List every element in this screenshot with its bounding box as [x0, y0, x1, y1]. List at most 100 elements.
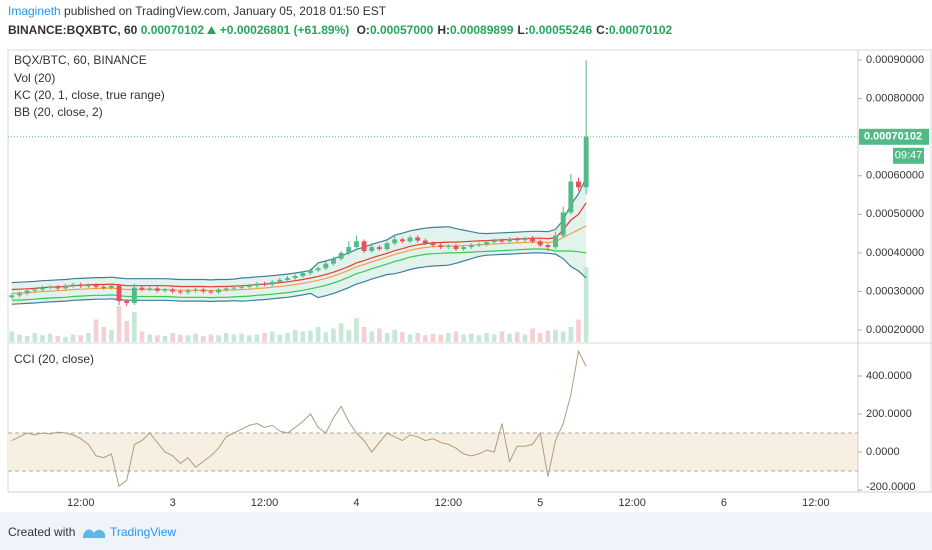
candle-body: [522, 238, 528, 241]
y-tick-label: 400.0000: [866, 370, 912, 382]
candle-body: [231, 287, 237, 289]
candle-body: [269, 281, 275, 285]
pane-title: CCI (20, close): [14, 352, 94, 366]
volume-bar: [553, 330, 558, 342]
volume-bar: [484, 333, 489, 342]
volume-bar: [216, 335, 221, 342]
candle-body: [116, 285, 122, 302]
candle-body: [55, 286, 61, 289]
candle-body: [154, 288, 160, 291]
volume-bar: [101, 327, 107, 342]
volume-bar: [208, 334, 214, 342]
volume-bar: [9, 331, 15, 342]
candle-body: [124, 301, 130, 304]
brand[interactable]: TradingView: [110, 525, 177, 539]
candle-body: [583, 136, 589, 188]
volume-bar: [530, 328, 535, 342]
volume-bar: [109, 330, 114, 342]
candle-body: [85, 285, 91, 287]
candle-body: [147, 288, 153, 290]
candle-body: [438, 245, 444, 248]
candle-body: [461, 247, 467, 250]
publish-line: Imagineth published on TradingView.com, …: [8, 4, 672, 18]
volume-bar: [86, 333, 91, 342]
countdown-box: [893, 147, 924, 164]
volume-bar: [24, 336, 30, 342]
volume-bar: [430, 333, 436, 342]
candle-body: [193, 289, 199, 291]
y-tick-label: 0.00080000: [866, 93, 924, 105]
candle-body: [376, 247, 382, 250]
last-price-box: [859, 128, 929, 145]
ohlc-value: 0.00089899: [450, 23, 514, 37]
y-tick-label: 0.00030000: [866, 285, 924, 297]
ohlc: O:0.00057000 H:0.00089899 L:0.00055246 C:0.…: [353, 23, 673, 37]
candle-body: [553, 235, 558, 248]
countdown: 09:47: [895, 150, 923, 162]
candle-body: [392, 239, 398, 244]
volume-bar: [438, 334, 443, 342]
candle-body: [560, 212, 566, 236]
candle-body: [491, 240, 497, 243]
quote-line: BINANCE:BQXBTC, 60 0.00070102 +0.0002680…: [8, 23, 672, 37]
ohlc-value: 0.00057000: [369, 23, 434, 37]
y-tick-label: 0.00090000: [866, 54, 924, 66]
volume-bar: [423, 335, 428, 342]
volume-bar: [315, 327, 321, 342]
study-line: [11, 177, 587, 284]
candle-body: [331, 258, 336, 264]
pane-title: BQX/BTC, 60, BINANCE: [14, 53, 147, 67]
volume-bar: [55, 336, 61, 342]
ohlc-label: L:: [517, 23, 529, 37]
y-tick-label: -200.0000: [866, 481, 916, 493]
change: +0.00026801 (+61.89%): [219, 23, 350, 37]
volume-bar: [514, 332, 520, 342]
volume-bar: [392, 330, 398, 342]
volume-bar: [415, 333, 420, 342]
volume-bar: [545, 330, 551, 342]
volume-bar: [254, 334, 260, 342]
volume-bar: [338, 323, 344, 342]
volume-bar: [300, 331, 306, 342]
candle-body: [507, 239, 513, 242]
candle-body: [70, 284, 76, 286]
candle-body: [346, 247, 352, 253]
volume-bar: [155, 335, 160, 342]
candle-body: [277, 279, 283, 282]
candle-body: [576, 181, 581, 188]
study-line: [11, 225, 587, 294]
volume-bar: [407, 334, 413, 342]
ohlc-value: 0.00055246: [528, 23, 593, 37]
symbol: BINANCE:BQXBTC, 60: [8, 23, 138, 37]
x-tick-label: 12:00: [251, 497, 279, 509]
candle-body: [568, 181, 574, 213]
x-tick-label: 12:00: [435, 497, 463, 509]
candle-body: [108, 285, 114, 288]
study-line: [11, 202, 587, 291]
volume-bar: [277, 334, 283, 342]
volume-bar: [147, 334, 152, 342]
up-arrow: [207, 26, 217, 34]
candle-body: [453, 245, 459, 250]
candle-body: [384, 243, 390, 250]
volume-bar: [63, 336, 68, 342]
candle-body: [430, 243, 436, 246]
author[interactable]: Imagineth: [8, 4, 61, 18]
last: 0.00070102: [140, 23, 205, 37]
candle-body: [476, 244, 482, 246]
candle-body: [162, 289, 168, 291]
y-tick-label: 0.00040000: [866, 247, 924, 259]
candle-body: [530, 238, 535, 242]
created: Created with: [8, 525, 76, 539]
volume-bar: [308, 330, 313, 342]
x-tick-label: 12:00: [802, 497, 830, 509]
candle-body: [499, 240, 505, 242]
volume-bar: [576, 319, 581, 342]
candle-body: [17, 293, 22, 296]
volume-bar: [116, 306, 122, 342]
volume-bar: [193, 333, 198, 342]
volume-bar: [139, 331, 145, 342]
volume-bar: [346, 330, 352, 342]
candle-body: [254, 283, 260, 286]
volume-bar: [200, 336, 206, 342]
